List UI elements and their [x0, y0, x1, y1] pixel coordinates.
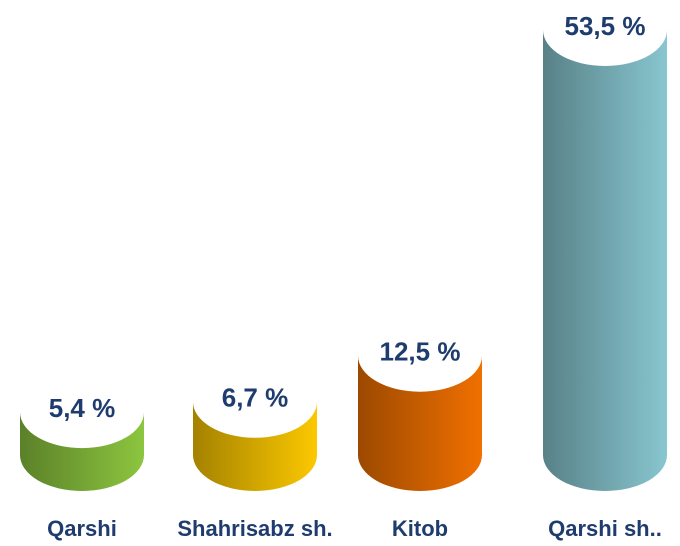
value-label: 6,7 % [222, 383, 289, 413]
cylinder-top [543, 0, 667, 66]
cylinder-shade [543, 30, 667, 491]
cylinder-shade [358, 355, 482, 491]
category-label: Qarshi sh.. [548, 516, 662, 541]
category-label: Shahrisabz sh. [177, 516, 332, 541]
cylinder-top [193, 365, 317, 438]
category-label: Qarshi [47, 516, 117, 541]
cylinder-top [20, 376, 144, 449]
value-label: 12,5 % [380, 337, 461, 367]
value-label: 5,4 % [49, 393, 116, 423]
category-label: Kitob [392, 516, 448, 541]
cylinder-top [358, 319, 482, 392]
value-label: 53,5 % [565, 11, 646, 41]
